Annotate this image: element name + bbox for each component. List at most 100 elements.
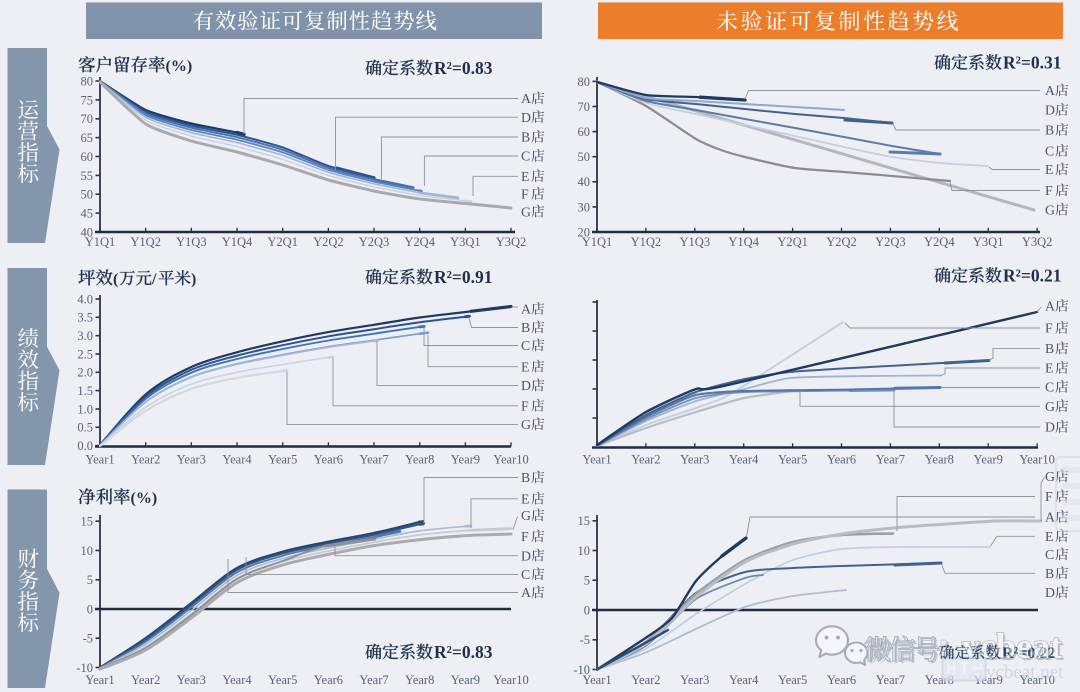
svg-text:80: 80 (81, 74, 94, 88)
svg-text:B: B (521, 130, 530, 145)
svg-text:R²=0.21: R²=0.21 (1003, 266, 1061, 286)
svg-text:2.0: 2.0 (77, 366, 93, 380)
svg-text:0: 0 (87, 602, 93, 616)
svg-text:Year3: Year3 (177, 673, 206, 687)
svg-text:(: ( (113, 271, 118, 288)
svg-text:Y3Q1: Y3Q1 (973, 235, 1004, 249)
svg-text:-10: -10 (573, 663, 590, 677)
svg-text:C: C (521, 338, 530, 353)
svg-text:B: B (1045, 566, 1054, 581)
svg-text:Y2Q2: Y2Q2 (313, 235, 344, 249)
svg-text:A: A (521, 585, 531, 600)
svg-text:/: / (151, 271, 157, 288)
svg-text:D: D (1045, 103, 1055, 118)
svg-text:Year9: Year9 (451, 453, 480, 467)
svg-text:B: B (1045, 123, 1054, 138)
svg-text:E: E (521, 169, 529, 184)
svg-text:Year1: Year1 (582, 453, 611, 467)
svg-text:0.5: 0.5 (77, 421, 93, 435)
svg-text:D: D (1045, 585, 1055, 600)
svg-text:Y1Q3: Y1Q3 (176, 235, 207, 249)
svg-text:R²=0.83: R²=0.83 (434, 642, 493, 662)
svg-text:60: 60 (81, 150, 94, 164)
svg-text:Year9: Year9 (974, 453, 1003, 467)
svg-text:0: 0 (584, 603, 590, 617)
svg-text:5: 5 (584, 574, 590, 588)
svg-text:Year1: Year1 (85, 673, 114, 687)
svg-text:Y2Q1: Y2Q1 (267, 235, 298, 249)
svg-text:Y1Q1: Y1Q1 (85, 235, 116, 249)
svg-text:Year5: Year5 (268, 453, 297, 467)
svg-text:Y2Q3: Y2Q3 (875, 235, 906, 249)
svg-text:Year3: Year3 (177, 453, 206, 467)
svg-text:45: 45 (81, 207, 94, 221)
svg-text:40: 40 (578, 175, 591, 189)
svg-text:vcbeat: vcbeat (962, 626, 1062, 666)
svg-text:E: E (521, 359, 529, 374)
svg-text:Year10: Year10 (1019, 453, 1055, 467)
svg-text:F: F (521, 398, 529, 413)
svg-text:Y2Q1: Y2Q1 (777, 235, 808, 249)
svg-text:5: 5 (87, 573, 93, 587)
svg-text:20: 20 (578, 225, 591, 239)
svg-text:Y1Q2: Y1Q2 (130, 235, 161, 249)
svg-text:Year4: Year4 (729, 673, 759, 687)
svg-text:Year10: Year10 (1019, 673, 1055, 687)
svg-text:Y1Q2: Y1Q2 (631, 235, 662, 249)
svg-text:Year1: Year1 (582, 673, 611, 687)
svg-text:R²=0.91: R²=0.91 (434, 267, 492, 287)
svg-text:C: C (1045, 144, 1054, 159)
svg-text:Year2: Year2 (631, 673, 660, 687)
svg-text:C: C (521, 567, 530, 582)
svg-text:Year2: Year2 (131, 453, 160, 467)
svg-text:F: F (1045, 321, 1053, 336)
svg-text:A: A (1045, 510, 1055, 525)
svg-text:Year6: Year6 (827, 673, 856, 687)
svg-text:Year5: Year5 (268, 673, 297, 687)
svg-text:55: 55 (81, 169, 94, 183)
svg-text:-5: -5 (83, 632, 93, 646)
svg-text:Year5: Year5 (778, 673, 807, 687)
svg-text:R²=0.83: R²=0.83 (434, 58, 493, 78)
svg-text:Year3: Year3 (680, 673, 709, 687)
svg-text:30: 30 (578, 200, 591, 214)
svg-text:B: B (521, 320, 530, 335)
svg-text:Y3Q2: Y3Q2 (496, 235, 527, 249)
svg-text:(%): (%) (131, 490, 158, 507)
svg-text:E: E (521, 491, 529, 506)
svg-text:Year1: Year1 (85, 453, 114, 467)
svg-text:10: 10 (578, 544, 591, 558)
svg-text:Year9: Year9 (451, 673, 480, 687)
svg-text:1.0: 1.0 (77, 402, 93, 416)
svg-text:A: A (1045, 299, 1055, 314)
svg-text:3.5: 3.5 (77, 311, 93, 325)
svg-text:Y2Q4: Y2Q4 (924, 235, 955, 249)
svg-text:A: A (521, 302, 531, 317)
svg-text:-10: -10 (76, 661, 93, 675)
svg-text:70: 70 (81, 112, 94, 126)
svg-text:C: C (1045, 547, 1054, 562)
svg-text:Year6: Year6 (314, 453, 343, 467)
svg-text:65: 65 (81, 131, 94, 145)
svg-text:E: E (1045, 162, 1053, 177)
svg-text:60: 60 (578, 125, 591, 139)
svg-text:Y1Q4: Y1Q4 (728, 235, 759, 249)
svg-text:3.0: 3.0 (77, 329, 93, 343)
svg-text:Year6: Year6 (827, 453, 856, 467)
svg-text:G: G (1045, 202, 1055, 217)
svg-text:E: E (1045, 529, 1053, 544)
svg-text:Year3: Year3 (680, 453, 709, 467)
svg-text:A: A (1045, 83, 1055, 98)
svg-text:Y1Q4: Y1Q4 (222, 235, 253, 249)
svg-text:0.0: 0.0 (77, 439, 93, 453)
svg-text:Year10: Year10 (493, 453, 529, 467)
svg-text:70: 70 (578, 100, 591, 114)
svg-text:F: F (1045, 183, 1053, 198)
svg-text:D: D (521, 548, 531, 563)
svg-text:Year7: Year7 (876, 453, 905, 467)
svg-text:F: F (521, 187, 529, 202)
svg-text:G: G (1045, 399, 1055, 414)
svg-text:D: D (1045, 420, 1055, 435)
svg-text:Year7: Year7 (359, 673, 388, 687)
svg-text:Year8: Year8 (405, 453, 434, 467)
